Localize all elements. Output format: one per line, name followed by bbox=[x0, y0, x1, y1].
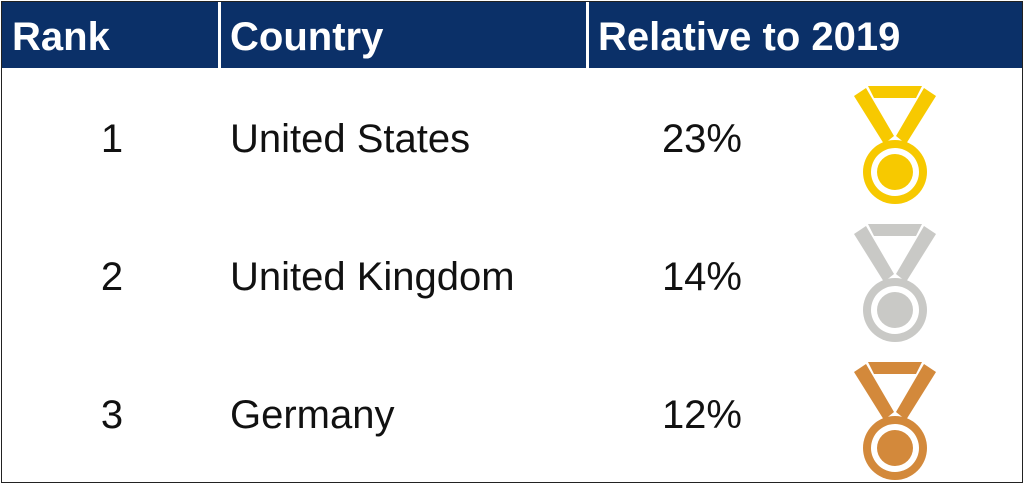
divider bbox=[218, 2, 221, 68]
header-cell: Relative to 2019 bbox=[598, 15, 901, 59]
divider bbox=[586, 2, 589, 68]
header-cell: Rank bbox=[12, 15, 110, 59]
silver-medal-icon bbox=[854, 224, 936, 342]
rank: 1 bbox=[100, 117, 124, 161]
country: Germany bbox=[230, 393, 395, 437]
rank: 2 bbox=[100, 255, 124, 299]
header-row: Rank Country Relative to 2019 bbox=[2, 2, 1022, 68]
relative-value: 14% bbox=[661, 255, 742, 299]
country: United Kingdom bbox=[230, 255, 515, 299]
table-row: 3 Germany 12% bbox=[2, 346, 1022, 484]
header-cell: Country bbox=[230, 15, 384, 59]
table-row: 2 United Kingdom 14% bbox=[2, 208, 1022, 346]
gold-medal-icon bbox=[854, 86, 936, 204]
rank: 3 bbox=[100, 393, 124, 437]
table-row: 1 United States 23% bbox=[2, 70, 1022, 208]
relative-value: 23% bbox=[661, 117, 742, 161]
country: United States bbox=[230, 117, 471, 161]
bronze-medal-icon bbox=[854, 362, 936, 480]
relative-value: 12% bbox=[661, 393, 742, 437]
